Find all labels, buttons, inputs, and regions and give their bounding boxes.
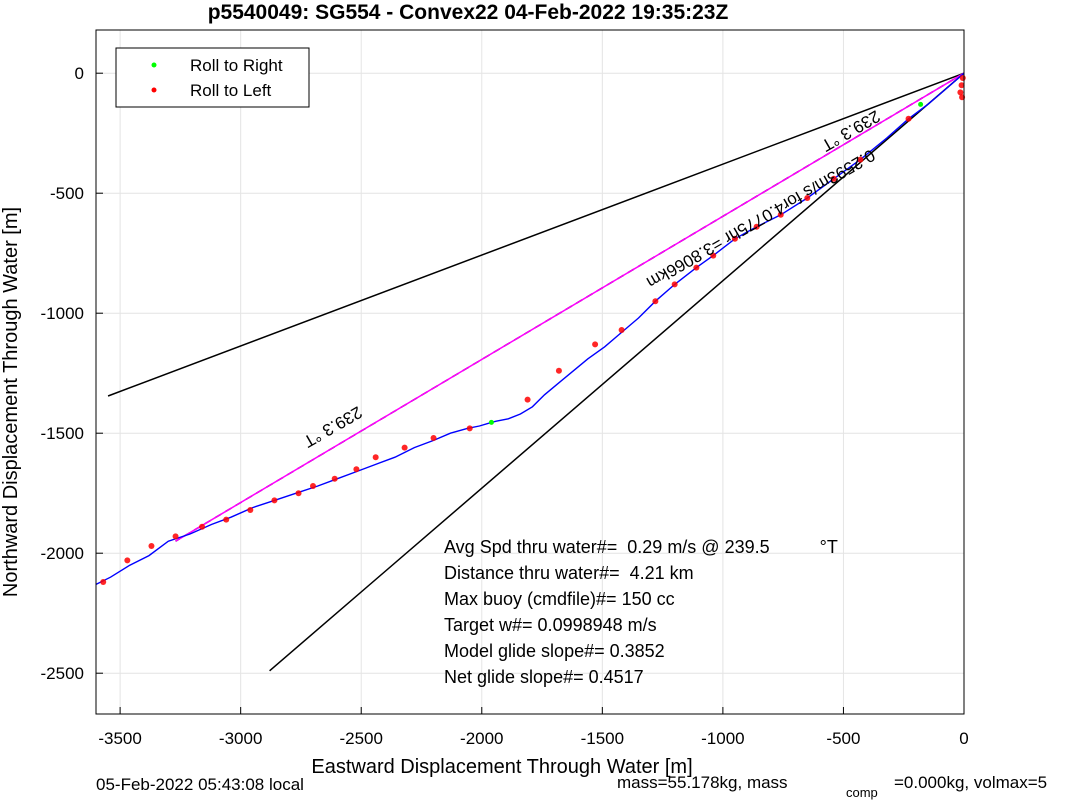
stat-net-glide: Net glide slope#= 0.4517 xyxy=(444,667,644,687)
roll-left-point xyxy=(959,75,966,81)
roll-left-point xyxy=(731,235,738,242)
roll-left-point xyxy=(777,211,784,218)
roll-left-point xyxy=(618,327,625,333)
roll-left-point xyxy=(524,396,531,403)
roll-left-point xyxy=(271,497,278,504)
x-tick-label: -3000 xyxy=(219,729,262,748)
roll-left-point xyxy=(100,579,107,585)
footer-mass-subscript: comp xyxy=(846,785,878,800)
tick-labels: -3500 -3000 -2500 -2000 -1500 -1000 -500 0 0 -500… xyxy=(41,64,969,748)
roll-left-point xyxy=(148,543,155,549)
stat-target-w: Target w#= 0.0998948 m/s xyxy=(444,615,657,635)
y-tick-label: -1500 xyxy=(41,424,84,443)
y-tick-label: -2000 xyxy=(41,544,84,563)
roll-left-point xyxy=(199,523,206,530)
roll-left-point xyxy=(466,425,473,432)
roll-left-point xyxy=(430,435,437,441)
roll-left-point xyxy=(804,195,811,201)
roll-left-point xyxy=(353,466,360,473)
y-axis-label: Northward Displacement Through Water [m] xyxy=(0,207,22,597)
legend-label-roll-left: Roll to Left xyxy=(190,81,272,100)
roll-left-point xyxy=(310,483,316,489)
roll-left-point xyxy=(124,557,131,564)
x-tick-label: -2000 xyxy=(460,729,503,748)
roll-left-point xyxy=(693,264,700,271)
envelope-line xyxy=(269,72,965,672)
x-tick-label: -1000 xyxy=(701,729,744,748)
roll-left-point xyxy=(223,516,230,523)
x-tick-label: -2500 xyxy=(339,729,382,748)
roll-left-point xyxy=(710,252,717,259)
roll-left-point xyxy=(555,367,562,374)
roll-left-point xyxy=(830,175,837,182)
roll-right-point xyxy=(488,419,494,425)
roll-left-point xyxy=(652,298,659,305)
roll-left-point xyxy=(958,82,965,89)
footer-volmax: =0.000kg, volmax=5 xyxy=(894,773,1047,792)
roll-left-point xyxy=(247,507,254,513)
envelope-line xyxy=(107,72,965,397)
footer-local-time: 05-Feb-2022 05:43:08 local xyxy=(96,775,304,794)
stat-distance: Distance thru water#= 4.21 km xyxy=(444,563,694,583)
axes-box xyxy=(95,29,965,715)
grid-lines xyxy=(96,30,965,714)
y-tick-label: 0 xyxy=(75,64,84,83)
stats-box: Avg Spd thru water#= 0.29 m/s @ 239.5 °T… xyxy=(444,537,838,687)
heading-line xyxy=(175,72,965,542)
x-tick-label: -3500 xyxy=(98,729,141,748)
roll-left-point xyxy=(905,115,912,122)
heading-label-lower: 239.3 °T xyxy=(300,402,365,451)
stat-model-glide: Model glide slope#= 0.3852 xyxy=(444,641,665,661)
legend-marker-roll-right xyxy=(151,62,157,68)
legend-label-roll-right: Roll to Right xyxy=(190,56,283,75)
roll-left-point xyxy=(401,444,408,451)
y-tick-label: -500 xyxy=(50,184,84,203)
roll-left-point xyxy=(753,223,760,230)
legend-marker-roll-left xyxy=(151,87,157,93)
annotations: 239.3 °T 239.3 °T 0.2593m/s for4.0775hr … xyxy=(300,106,883,451)
legend-box xyxy=(115,47,310,108)
series-layer xyxy=(95,72,966,672)
roll-left-point xyxy=(295,490,302,497)
x-tick-label: 0 xyxy=(959,729,968,748)
stat-avg-speed: Avg Spd thru water#= 0.29 m/s @ 239.5 °T xyxy=(444,537,838,557)
x-axis-label: Eastward Displacement Through Water [m] xyxy=(311,756,692,778)
roll-left-point xyxy=(331,475,338,482)
heading-label-upper: 239.3 °T xyxy=(818,106,883,155)
roll-left-point xyxy=(957,89,964,96)
legend: Roll to Right Roll to Left xyxy=(115,47,310,108)
roll-left-point xyxy=(671,281,678,288)
stat-max-buoy: Max buoy (cmdfile)#= 150 cc xyxy=(444,589,675,609)
chart-title: p5540049: SG554 - Convex22 04-Feb-2022 1… xyxy=(208,1,729,24)
footer-mass: mass=55.178kg, mass xyxy=(617,773,788,792)
roll-left-point xyxy=(172,533,179,540)
roll-left-point xyxy=(592,341,599,348)
y-tick-label: -1000 xyxy=(41,304,84,323)
x-tick-label: -1500 xyxy=(581,729,624,748)
y-tick-label: -2500 xyxy=(41,664,84,683)
footer: 05-Feb-2022 05:43:08 local mass=55.178kg… xyxy=(96,773,1047,800)
roll-right-point xyxy=(918,101,924,107)
roll-left-point xyxy=(372,454,379,461)
roll-left-point xyxy=(857,156,864,163)
x-tick-label: -500 xyxy=(826,729,860,748)
